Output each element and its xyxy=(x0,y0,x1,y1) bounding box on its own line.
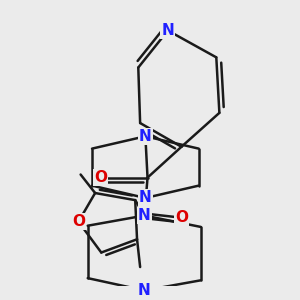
Text: N: N xyxy=(139,190,152,206)
Text: O: O xyxy=(94,170,107,185)
Text: N: N xyxy=(138,208,151,223)
Text: O: O xyxy=(72,214,85,229)
Text: N: N xyxy=(161,23,174,38)
Text: O: O xyxy=(175,210,188,225)
Text: N: N xyxy=(138,283,151,298)
Text: N: N xyxy=(139,129,152,144)
